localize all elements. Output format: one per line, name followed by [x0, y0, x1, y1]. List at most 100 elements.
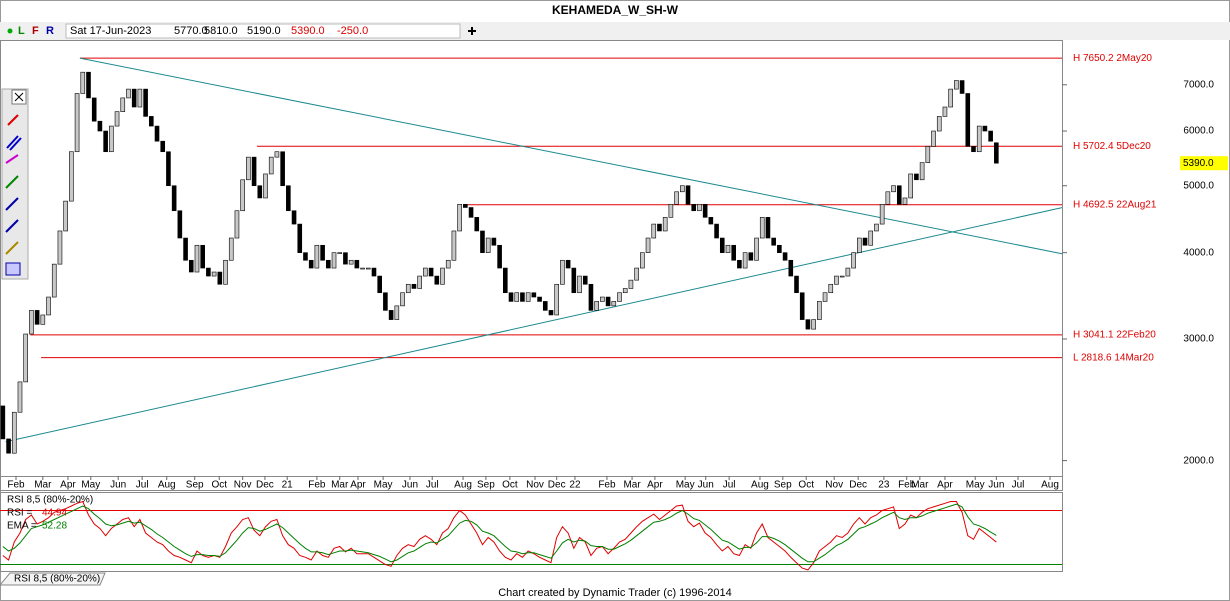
legend-name: RSI =	[7, 508, 32, 519]
x-tick-label: Jul	[426, 480, 439, 491]
chart-title: KEHAMEDA_W_SH-W	[552, 3, 679, 17]
x-tick-label: Dec	[256, 480, 274, 491]
x-tick-label: Jun	[402, 480, 418, 491]
legend-value: 44.94	[42, 508, 67, 519]
candle-body	[846, 268, 850, 276]
candle-body	[686, 186, 690, 205]
candle-body	[104, 131, 108, 152]
panel-tab[interactable]: RSI 8,5 (80%-20%)	[14, 574, 100, 585]
level-label: H 7650.2 2May20	[1073, 53, 1152, 64]
candle-body	[395, 306, 399, 320]
x-tick-label: Aug	[158, 480, 176, 491]
candle-body	[566, 260, 570, 268]
candle-body	[195, 245, 199, 272]
x-tick-label: Dec	[849, 480, 867, 491]
candle-body	[772, 238, 776, 245]
candle-body	[812, 320, 816, 330]
toolbar-button[interactable]: L	[18, 25, 25, 37]
candle-body	[92, 98, 96, 121]
candle-body	[87, 72, 91, 98]
candle-body	[435, 276, 439, 284]
y-tick-label: 7000.0	[1183, 79, 1214, 90]
candle-body	[229, 238, 233, 260]
tool[interactable]	[6, 263, 20, 275]
candle-body	[806, 320, 810, 330]
level-label: H 3041.1 22Feb20	[1073, 330, 1156, 341]
toolbar-button[interactable]: F	[32, 25, 39, 37]
candle-body	[743, 253, 747, 268]
candle-body	[697, 204, 701, 210]
candle-body	[469, 207, 473, 217]
level-label: L 2818.6 14Mar20	[1073, 352, 1154, 363]
candle-body	[155, 126, 159, 141]
candle-body	[212, 272, 216, 276]
candle-body	[355, 260, 359, 268]
candle-body	[264, 174, 268, 198]
y-tick-label: 2000.0	[1183, 455, 1214, 466]
candle-body	[7, 439, 11, 453]
candle-body	[378, 276, 382, 293]
candle-body	[486, 238, 490, 253]
readout-high: 5810.0	[204, 25, 238, 37]
candle-body	[520, 293, 524, 302]
candle-body	[166, 152, 170, 186]
candle-body	[829, 284, 833, 292]
candle-body	[366, 268, 370, 269]
x-tick-label: Aug	[751, 480, 769, 491]
candle-body	[286, 186, 290, 211]
candle-body	[789, 260, 793, 276]
candle-body	[235, 211, 239, 238]
footer: Chart created by Dynamic Trader (c) 1996…	[498, 587, 732, 599]
y-tick-label: 5000.0	[1183, 180, 1214, 191]
candle-body	[595, 301, 599, 310]
level-label: H 4692.5 22Aug21	[1073, 199, 1157, 210]
candle-body	[737, 260, 741, 268]
candle-body	[989, 131, 993, 141]
candle-body	[452, 231, 456, 260]
candle-body	[612, 301, 616, 305]
x-tick-label: Apr	[350, 480, 366, 491]
x-tick-label: Oct	[211, 480, 227, 491]
candle-body	[252, 157, 256, 186]
toolbar-button[interactable]: R	[46, 25, 54, 37]
candle-body	[503, 268, 507, 293]
candle-body	[560, 260, 564, 284]
x-tick-label: Sep	[186, 480, 204, 491]
candle-body	[623, 288, 627, 292]
candle-body	[418, 276, 422, 288]
candle-body	[298, 224, 302, 253]
candle-body	[914, 174, 918, 180]
candle-body	[857, 238, 861, 253]
candle-body	[766, 217, 770, 238]
y-tick-label: 6000.0	[1183, 126, 1214, 137]
candle-body	[852, 253, 856, 268]
candle-body	[880, 204, 884, 224]
x-tick-label: Aug	[1041, 480, 1059, 491]
x-tick-label: Mar	[911, 480, 929, 491]
candle-body	[275, 152, 279, 157]
level-label: H 5702.4 5Dec20	[1073, 141, 1151, 152]
candle-body	[269, 157, 273, 174]
candle-body	[246, 157, 250, 180]
candle-body	[492, 238, 496, 245]
x-tick-label: Sep	[774, 480, 792, 491]
candle-body	[138, 89, 142, 107]
candle-body	[732, 245, 736, 260]
candle-body	[52, 264, 56, 297]
x-tick-label: Feb	[308, 480, 326, 491]
candle-body	[47, 297, 51, 315]
candle-body	[715, 224, 719, 238]
candle-body	[994, 143, 998, 163]
legend-name: EMA =	[7, 521, 37, 532]
candle-body	[343, 253, 347, 264]
screen: KEHAMEDA_W_SH-W L F R Sat 17-Jun-2023 57…	[0, 0, 1230, 601]
candle-body	[863, 238, 867, 245]
candle-body	[800, 293, 804, 320]
candle-body	[892, 186, 896, 192]
candle-body	[389, 310, 393, 319]
candle-body	[41, 315, 45, 324]
candle-body	[35, 310, 39, 324]
candle-body	[498, 245, 502, 268]
x-tick-label: Nov	[234, 480, 252, 491]
candle-body	[532, 293, 536, 297]
